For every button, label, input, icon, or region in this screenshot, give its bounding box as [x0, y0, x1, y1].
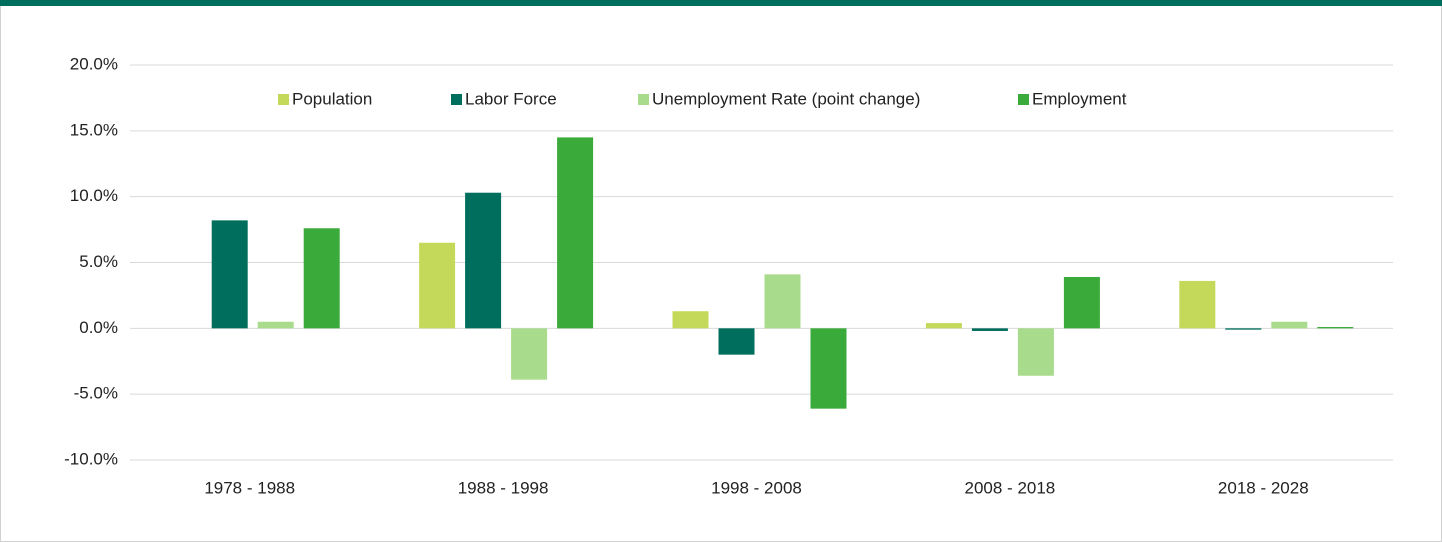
legend-label: Labor Force	[465, 89, 557, 108]
legend-label: Employment	[1032, 89, 1127, 108]
bar	[419, 242, 456, 329]
bar	[1225, 328, 1262, 330]
bar	[1271, 321, 1308, 329]
bar	[672, 311, 709, 329]
y-tick-label: 0.0%	[79, 318, 118, 337]
bar	[303, 228, 340, 329]
top-band	[0, 0, 1442, 6]
x-tick-label: 2008 - 2018	[965, 478, 1056, 497]
legend-swatch	[638, 94, 649, 105]
legend-swatch	[451, 94, 462, 105]
legend-swatch	[278, 94, 289, 105]
legend-label: Unemployment Rate (point change)	[652, 89, 920, 108]
legend-label: Population	[292, 89, 372, 108]
x-tick-label: 1998 - 2008	[711, 478, 802, 497]
y-tick-label: 20.0%	[70, 54, 118, 73]
bar	[1017, 328, 1054, 376]
bar	[764, 274, 801, 329]
y-tick-label: 5.0%	[79, 252, 118, 271]
x-tick-label: 2018 - 2028	[1218, 478, 1309, 497]
bar	[1063, 276, 1100, 329]
y-tick-label: -5.0%	[74, 384, 118, 403]
x-tick-label: 1988 - 1998	[458, 478, 549, 497]
bar	[465, 192, 502, 329]
bar	[1179, 280, 1216, 329]
bar	[718, 328, 755, 355]
x-tick-label: 1978 - 1988	[204, 478, 295, 497]
bar	[971, 328, 1008, 331]
bar	[211, 220, 248, 329]
bar	[925, 323, 962, 329]
bar	[557, 137, 594, 329]
y-tick-label: 10.0%	[70, 186, 118, 205]
legend-swatch	[1018, 94, 1029, 105]
bar	[257, 321, 294, 329]
bar	[1317, 327, 1354, 329]
y-tick-label: 15.0%	[70, 120, 118, 139]
bar	[511, 328, 548, 380]
bar	[810, 328, 847, 409]
y-tick-label: -10.0%	[64, 449, 118, 468]
